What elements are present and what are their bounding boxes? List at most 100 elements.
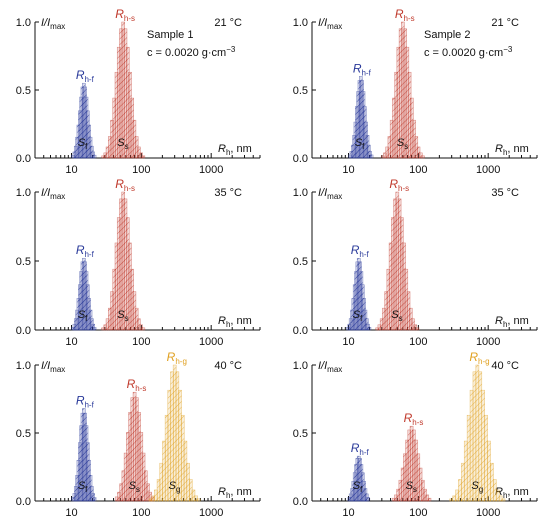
s-label-sub: f xyxy=(360,485,363,494)
y-tick-label: 0.0 xyxy=(16,153,31,165)
series-h-s: Rh-s Ss xyxy=(375,177,420,331)
y-tick-label: 0.5 xyxy=(293,85,308,97)
y-axis-title-sub: max xyxy=(327,22,342,31)
peak-label-main: R xyxy=(115,7,124,21)
peak-label-main: R xyxy=(351,441,360,455)
s-label-main: S xyxy=(78,309,86,321)
bar xyxy=(421,155,425,159)
peak-label: Rh-g xyxy=(167,350,187,366)
y-tick-label: 0.0 xyxy=(293,496,308,508)
peak-label-sub: h-f xyxy=(84,250,94,259)
s-label-main: S xyxy=(391,309,399,321)
chart-panel-5-40C: 0.0 0.5 1.0 10 100 1000 I/Imax Rh, nm 40 °C Rh-f S… xyxy=(16,350,261,519)
bar xyxy=(493,479,497,502)
y-tick-label: 1.0 xyxy=(293,187,308,199)
y-tick-label: 1.0 xyxy=(16,17,31,29)
peak-label-sub: h-s xyxy=(124,14,135,23)
s-label-sub: f xyxy=(362,142,365,151)
s-label-sub: s xyxy=(413,485,417,494)
s-label-sub: f xyxy=(85,485,88,494)
x-axis-title-main: R xyxy=(495,315,503,327)
s-label: Ss xyxy=(129,480,140,494)
bar xyxy=(487,440,491,502)
series-h-f: Rh-f Sf xyxy=(346,243,372,331)
bar xyxy=(137,146,141,159)
concentration-text: c = 0.0020 g·cm xyxy=(424,47,503,59)
concentration-label: c = 0.0020 g·cm−3 xyxy=(424,45,513,59)
s-label-main: S xyxy=(355,137,363,149)
x-tick-label: 1000 xyxy=(199,336,223,348)
y-axis-title-main: I/I xyxy=(318,17,327,29)
x-axis-title-main: R xyxy=(218,486,226,498)
series-h-g: Rh-g Sg xyxy=(449,350,506,502)
bar xyxy=(92,497,97,502)
x-axis-title: Rh, nm xyxy=(495,143,529,157)
s-label: Ss xyxy=(406,480,417,494)
s-label-sub: s xyxy=(125,142,129,151)
x-axis-title-sub: h xyxy=(226,320,230,329)
series-h-f: Rh-f Sf xyxy=(347,441,370,502)
peak-label: Rh-s xyxy=(404,411,424,427)
chart-panel-6-40C: 0.0 0.5 1.0 10 100 1000 I/Imax Rh, nm 40 °C Rh-f S… xyxy=(293,350,538,519)
x-tick-label: 10 xyxy=(342,336,354,348)
bar xyxy=(366,497,370,502)
y-tick-label: 1.0 xyxy=(16,360,31,372)
y-axis-title-main: I/I xyxy=(318,187,327,199)
x-tick-label: 10 xyxy=(65,507,77,519)
chart-panel-3-35C: 0.0 0.5 1.0 10 100 1000 I/Imax Rh, nm 35 °C Rh-f S… xyxy=(16,177,261,348)
y-axis-title: I/Imax xyxy=(318,360,342,374)
s-label: Ss xyxy=(397,137,408,151)
s-label-main: S xyxy=(129,480,137,492)
bar xyxy=(449,498,454,502)
peak-label-sub: h-g xyxy=(175,357,187,366)
concentration-exp: −3 xyxy=(226,45,236,54)
y-axis-title-sub: max xyxy=(50,192,65,201)
s-label-sub: g xyxy=(176,485,180,494)
x-tick-label: 10 xyxy=(342,507,354,519)
x-axis-title-sub: h xyxy=(503,491,507,500)
y-axis-title: I/Imax xyxy=(318,17,342,31)
y-tick-label: 0.5 xyxy=(293,428,308,440)
peak-label-sub: h-s xyxy=(135,384,146,393)
bar xyxy=(141,155,146,159)
bar xyxy=(427,497,432,502)
y-axis-title: I/Imax xyxy=(318,187,342,201)
x-axis-title: Rh, nm xyxy=(495,315,529,329)
y-axis-title: I/Imax xyxy=(41,187,65,201)
s-label: Sf xyxy=(355,137,365,151)
bar xyxy=(466,414,471,502)
x-tick-label: 1000 xyxy=(199,507,223,519)
concentration-exp: −3 xyxy=(503,45,513,54)
s-label: Sf xyxy=(78,137,88,151)
s-label-sub: s xyxy=(399,314,403,323)
s-label-main: S xyxy=(78,137,86,149)
s-label-sub: f xyxy=(360,314,363,323)
s-label-main: S xyxy=(78,480,86,492)
concentration-label: c = 0.0020 g·cm−3 xyxy=(147,45,236,59)
x-tick-label: 100 xyxy=(409,507,427,519)
bar xyxy=(478,371,483,502)
y-axis-title-main: I/I xyxy=(41,187,50,199)
peak-label-sub: h-s xyxy=(404,14,415,23)
s-label: Sf xyxy=(78,309,88,323)
peak-label-main: R xyxy=(167,350,176,364)
x-axis-unit: , nm xyxy=(507,486,528,498)
peak-label-main: R xyxy=(76,243,85,257)
bar xyxy=(139,324,143,331)
s-label-sub: s xyxy=(125,314,129,323)
y-axis-title-sub: max xyxy=(50,365,65,374)
x-axis-unit: , nm xyxy=(507,315,528,327)
bar xyxy=(191,489,196,502)
bar xyxy=(461,462,465,502)
x-axis-title-sub: h xyxy=(226,148,230,157)
series-h-s: Rh-s Ss xyxy=(101,7,146,159)
peak-label-main: R xyxy=(76,394,85,408)
x-axis-title: Rh, nm xyxy=(218,486,252,500)
bar xyxy=(141,327,146,331)
peak-label: Rh-s xyxy=(389,177,409,193)
x-tick-label: 1000 xyxy=(476,164,500,176)
temperature-label: 40 °C xyxy=(491,360,519,372)
s-label-main: S xyxy=(406,480,414,492)
x-tick-label: 100 xyxy=(132,336,150,348)
temperature-label: 40 °C xyxy=(214,360,242,372)
